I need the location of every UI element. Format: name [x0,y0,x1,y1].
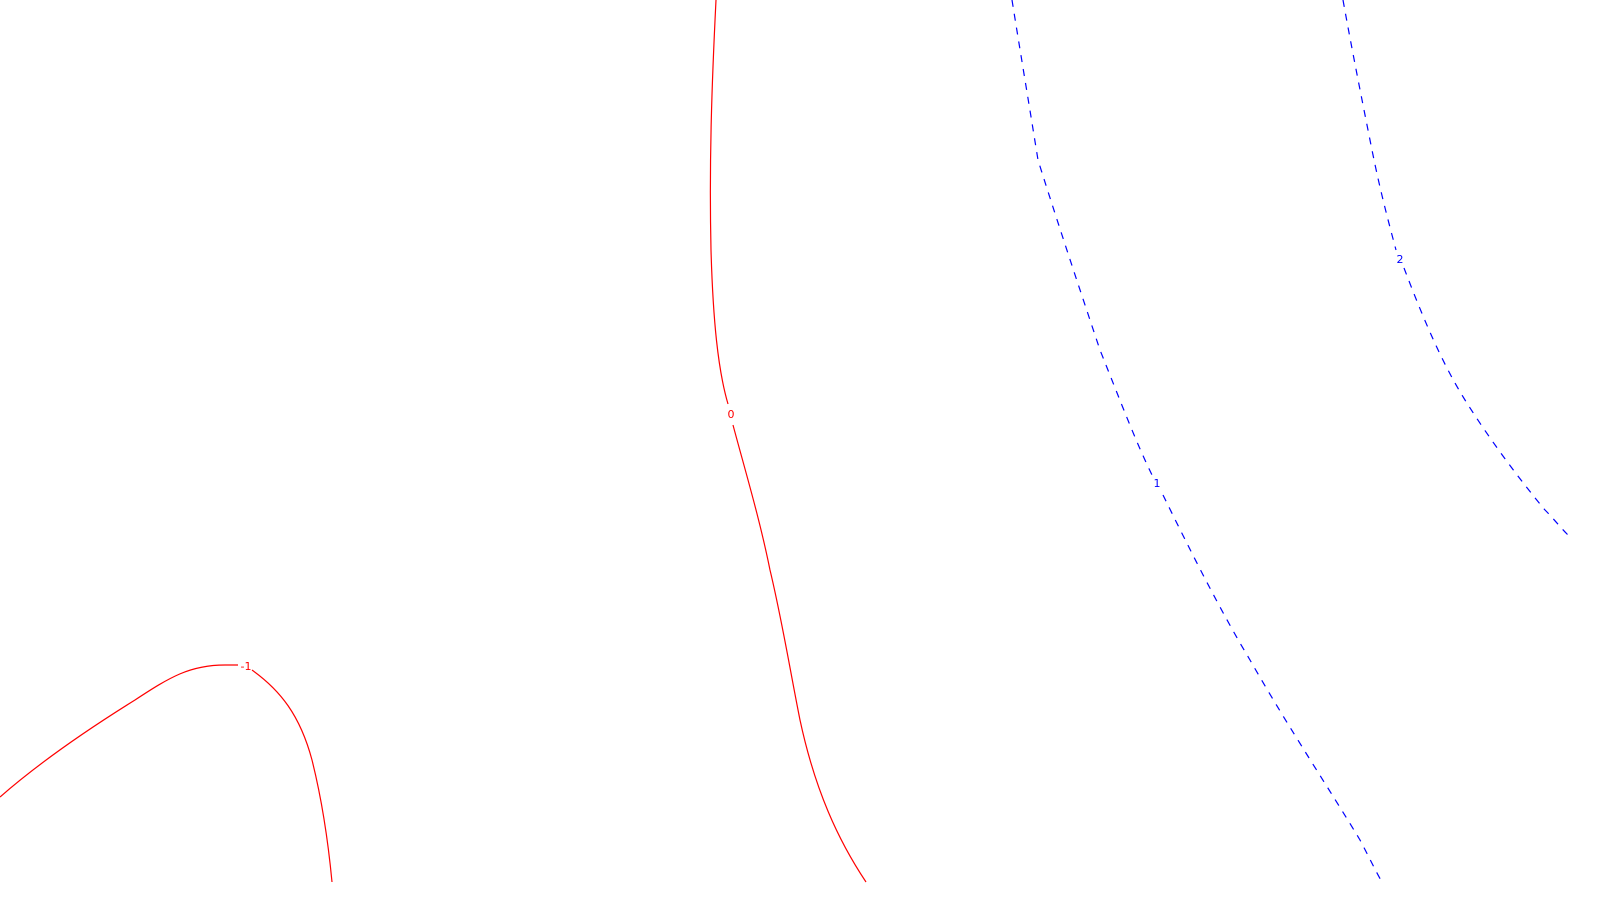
contour-label-2: 2 [1397,253,1404,266]
contour-label-neg1: -1 [241,660,252,673]
contour-line-1 [1011,0,1383,883]
contour-line-0 [709,0,867,883]
contour-line-2 [1342,0,1569,536]
contour-line-neg1 [0,664,333,883]
contour-label-0: 0 [728,408,735,421]
contour-label-1: 1 [1154,477,1161,490]
